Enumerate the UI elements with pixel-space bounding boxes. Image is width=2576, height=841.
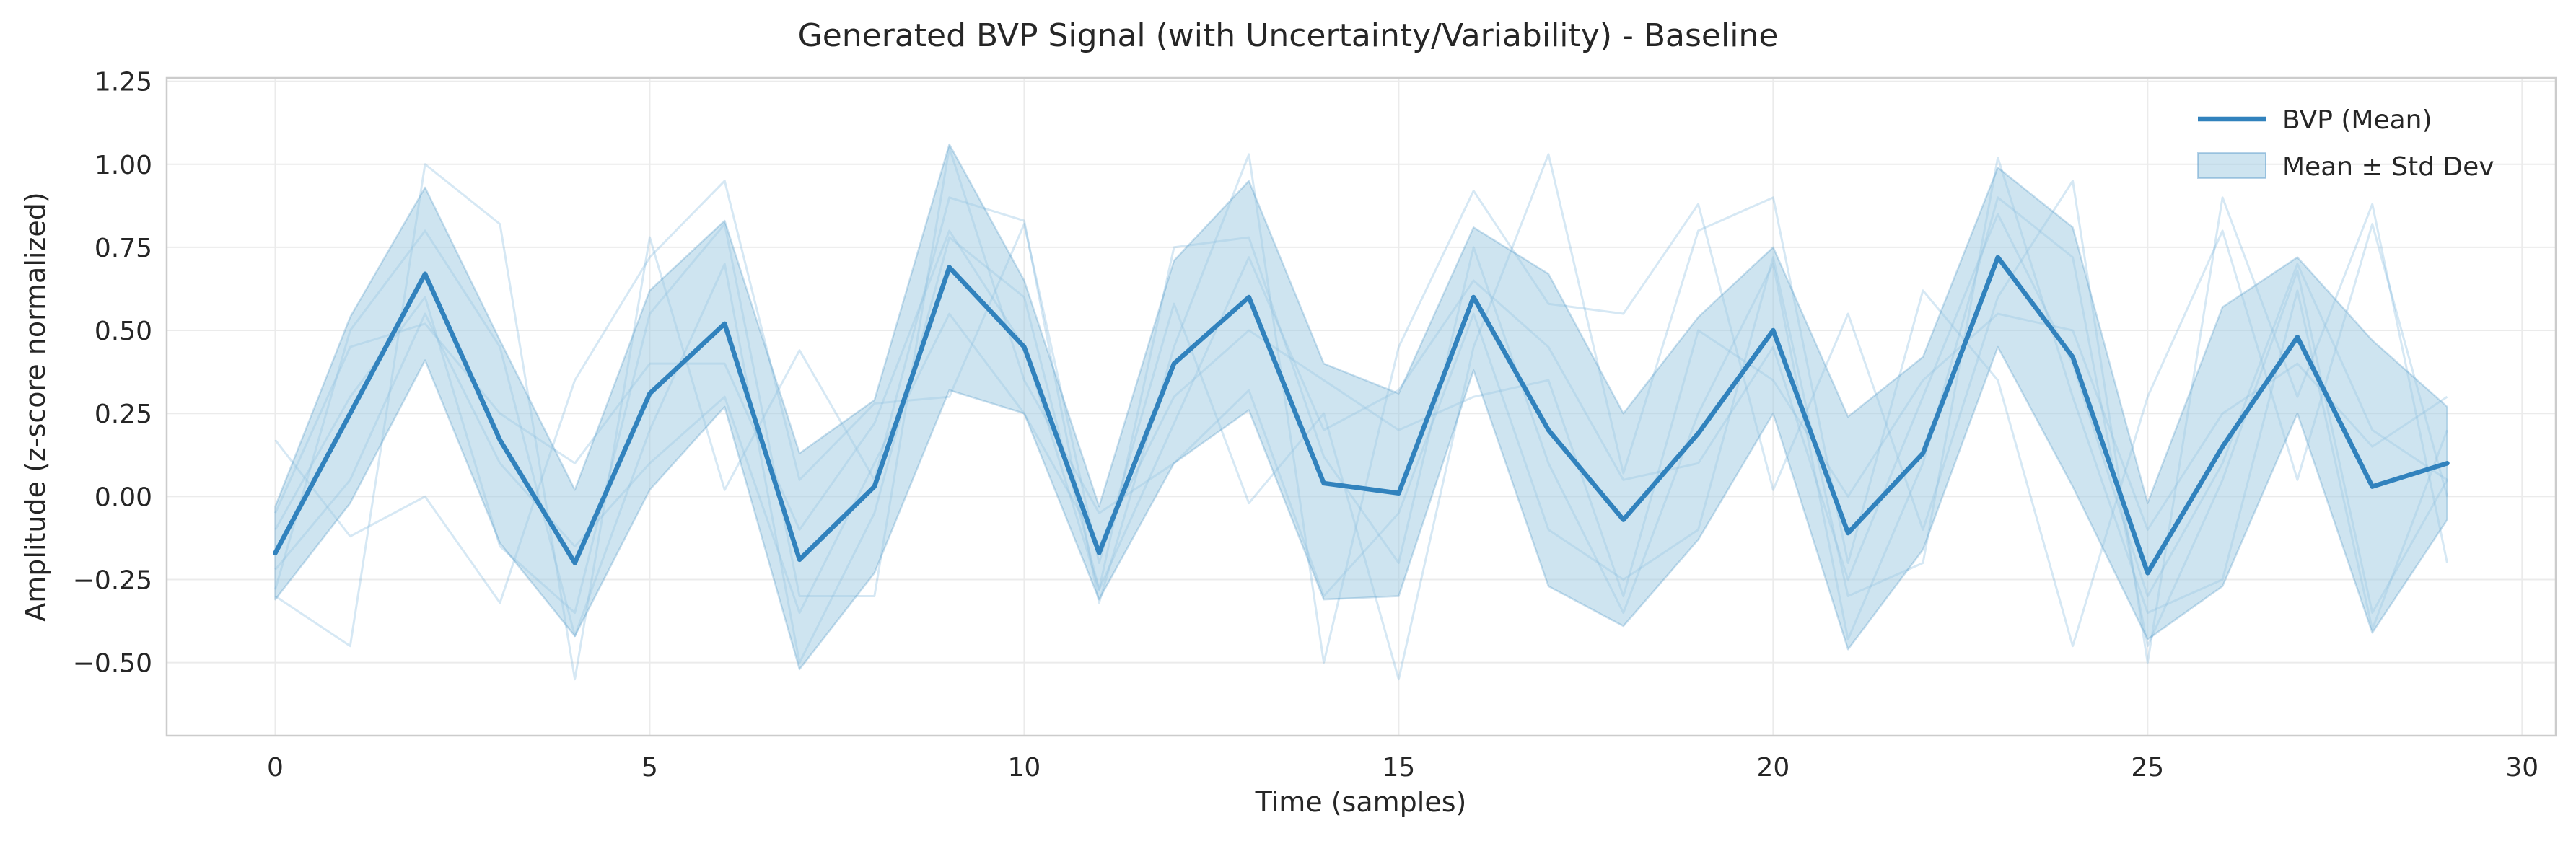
x-tick-label: 5 [641, 753, 658, 783]
legend: BVP (Mean) Mean ± Std Dev [2197, 105, 2494, 182]
mean-line-layer [273, 255, 2450, 576]
x-axis-title: Time (samples) [1255, 786, 1467, 818]
std-dev-band-layer [274, 143, 2448, 671]
x-tick-label: 20 [1756, 753, 1789, 783]
std-dev-band [274, 143, 2448, 671]
y-tick-label: 1.25 [95, 68, 152, 97]
y-tick-label: 0.00 [95, 483, 152, 512]
x-tick-label: 15 [1382, 753, 1415, 783]
x-axis-ticks: 0 5 10 15 20 25 30 [267, 753, 2538, 783]
legend-mean-label: BVP (Mean) [2282, 105, 2432, 135]
y-tick-label: 0.75 [95, 234, 152, 263]
plot-frame [165, 76, 2557, 737]
mean-line [273, 255, 2450, 576]
y-axis-title: Amplitude (z-score normalized) [19, 192, 51, 621]
x-tick-label: 30 [2505, 753, 2538, 783]
legend-band-label: Mean ± Std Dev [2282, 152, 2494, 182]
legend-band-swatch [2197, 152, 2266, 179]
x-tick-label: 10 [1008, 753, 1041, 783]
y-tick-label: −0.50 [73, 649, 152, 679]
y-axis-ticks: −0.50 −0.25 0.00 0.25 0.50 0.75 1.00 1.25 [73, 68, 152, 679]
chart-title: Generated BVP Signal (with Uncertainty/V… [798, 17, 1779, 54]
x-tick-label: 25 [2131, 753, 2164, 783]
y-tick-label: 1.00 [95, 151, 152, 180]
y-tick-label: 0.50 [95, 317, 152, 346]
x-tick-label: 0 [267, 753, 284, 783]
y-tick-label: 0.25 [95, 400, 152, 429]
y-tick-label: −0.25 [73, 566, 152, 596]
